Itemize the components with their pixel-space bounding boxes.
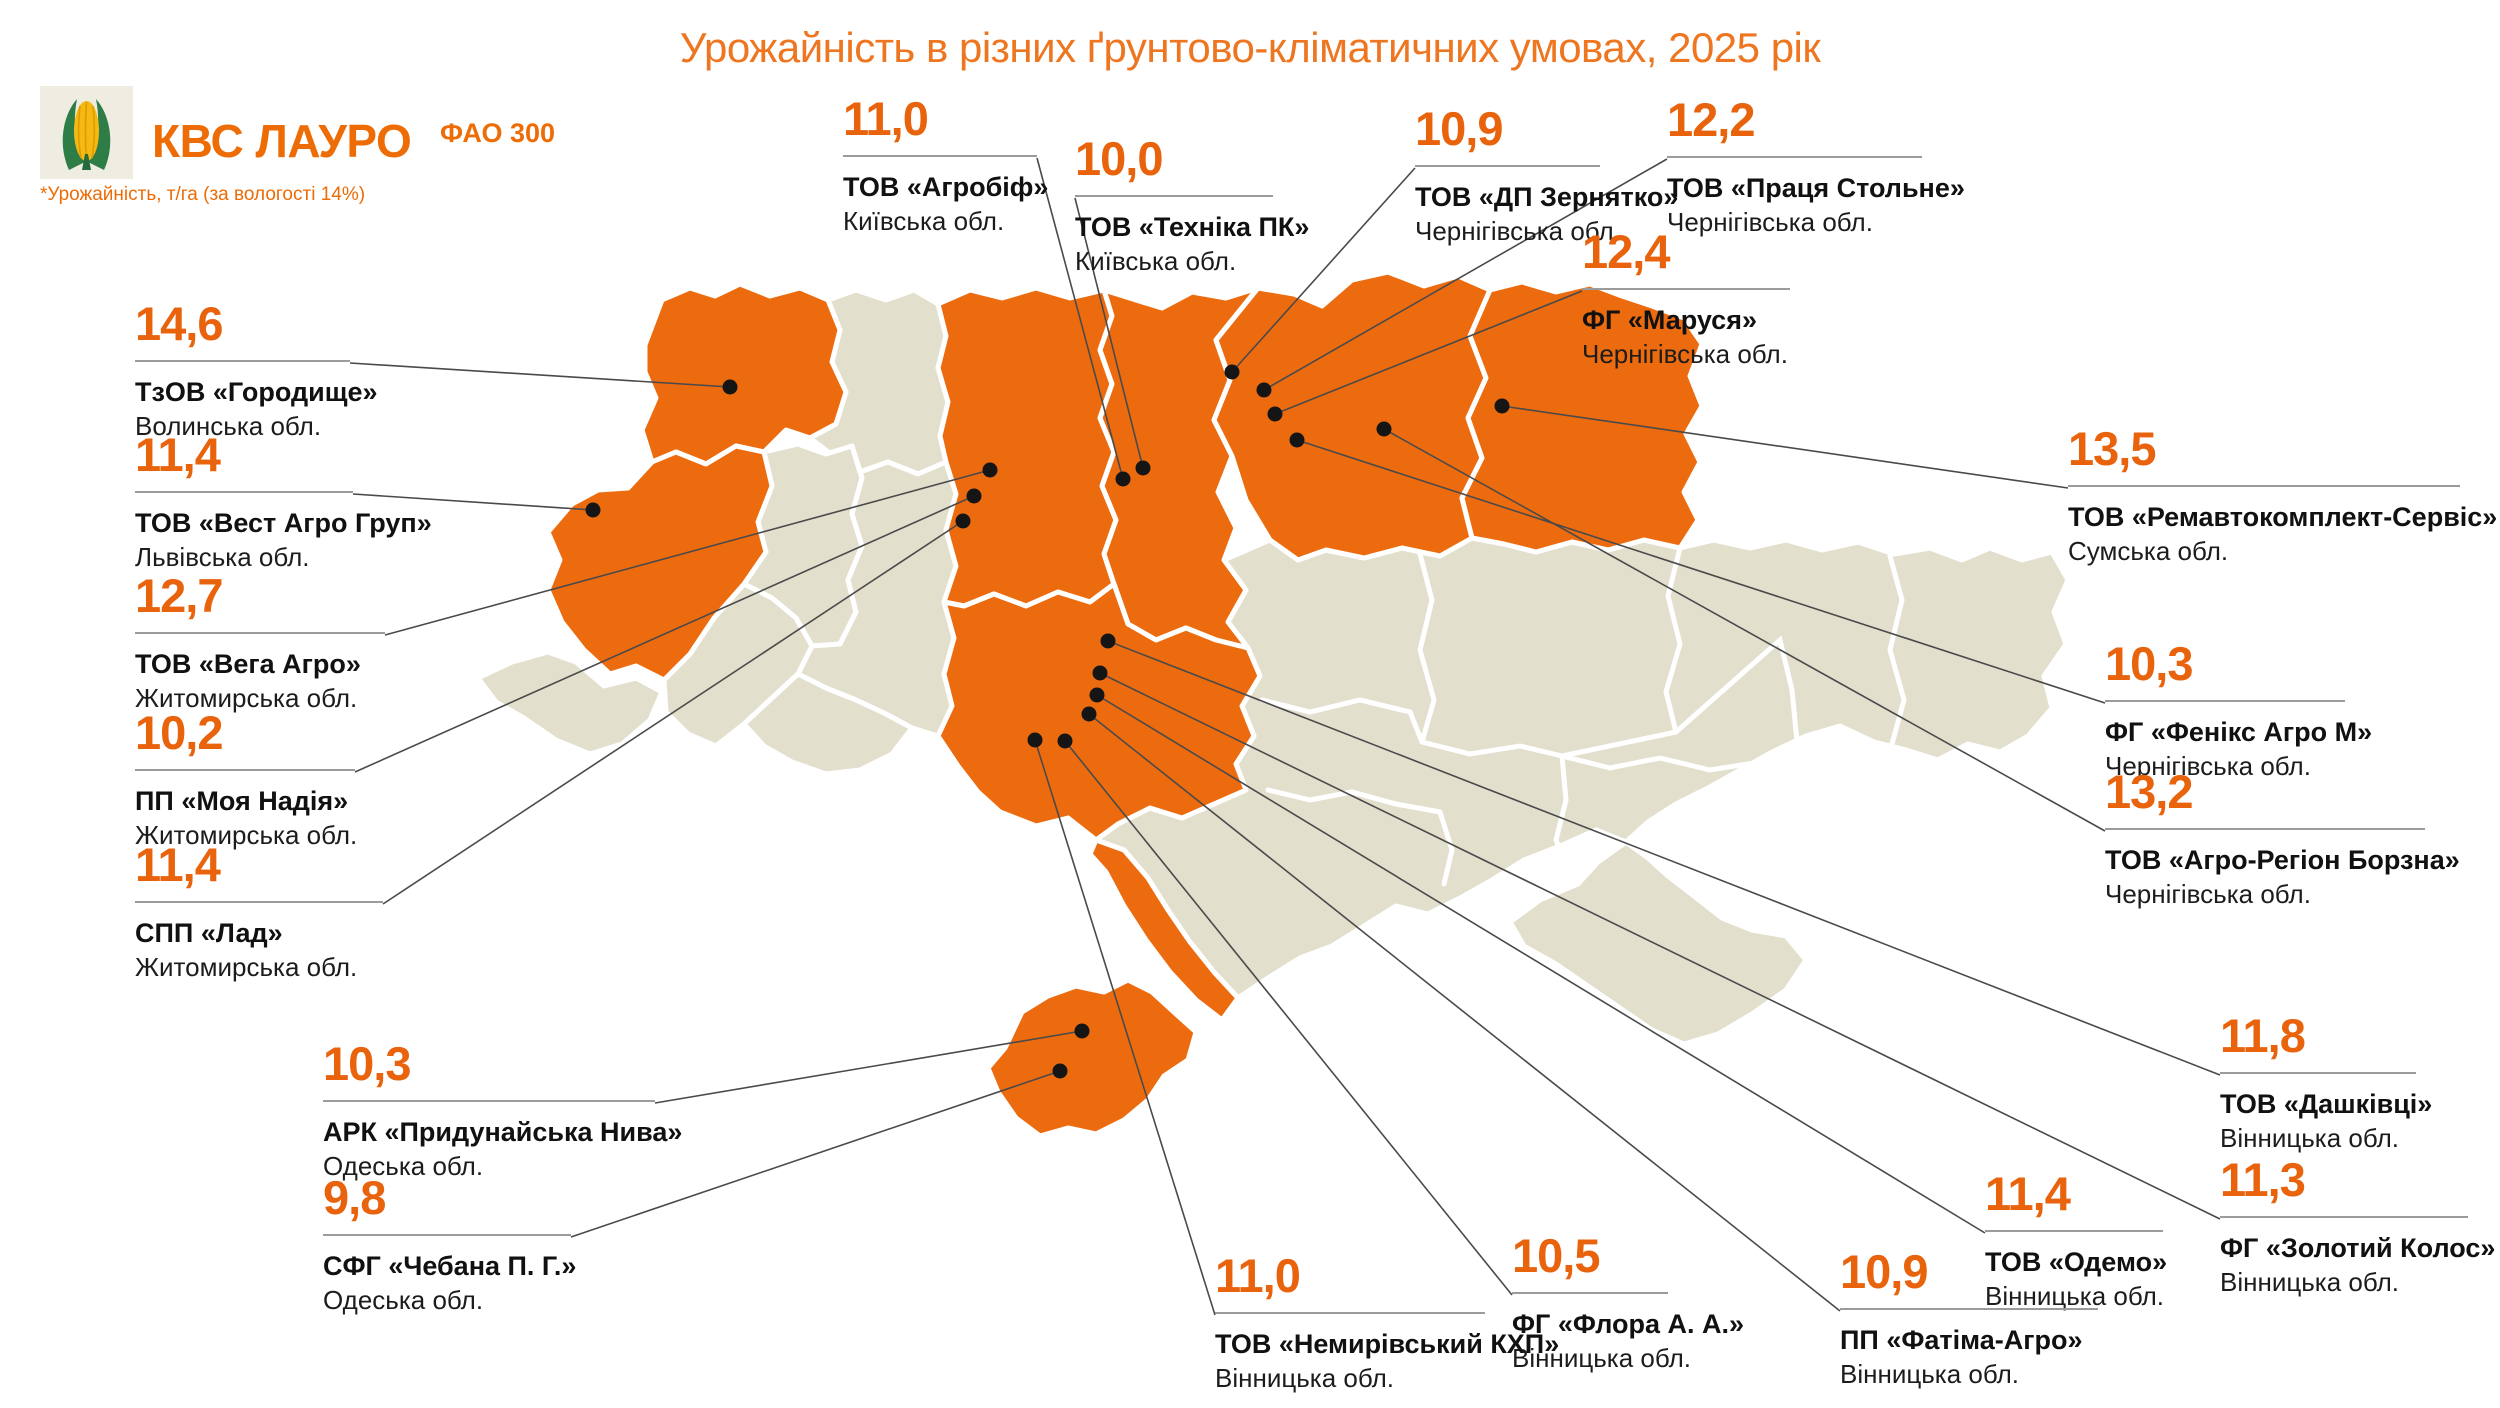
farm-connector-line <box>1231 167 1416 373</box>
farm-connector-line <box>1383 428 2106 832</box>
brand-fao-badge: ФАО 300 <box>440 118 556 148</box>
farm-connector-line <box>1099 672 2221 1220</box>
farm-connector-line <box>354 495 975 773</box>
farm-location-dot <box>1100 633 1116 649</box>
farm-connector-line <box>1034 739 1216 1316</box>
region-odesa-budjak <box>985 977 1199 1139</box>
page-title: Урожайність в різних ґрунтово-кліматични… <box>679 24 1821 71</box>
farm-location-dot <box>1057 733 1073 749</box>
region-volyn <box>639 281 849 467</box>
farm-location-dot <box>1494 398 1510 414</box>
inner-borders <box>1259 545 1907 887</box>
farm-location-dot <box>1027 732 1043 748</box>
farm-location-dot <box>585 502 601 518</box>
farm-connector-line <box>1074 197 1144 469</box>
farm-location-dot <box>1052 1063 1068 1079</box>
brand-logo-tile <box>40 86 133 179</box>
region-chernivtsi <box>741 671 915 777</box>
region-vinnytsia <box>935 581 1263 843</box>
farm-connector-line <box>1107 640 2221 1076</box>
region-crimea <box>1507 839 1809 1047</box>
farm-location-dot <box>1267 406 1283 422</box>
farm-connector-line <box>1501 405 2069 489</box>
farm-location-dot <box>1224 364 1240 380</box>
farm-connector-line <box>1296 439 2106 704</box>
farm-connector-line <box>1088 713 1841 1312</box>
farm-location-dot <box>1081 706 1097 722</box>
farm-location-dot <box>1256 382 1272 398</box>
farm-connector-line <box>1036 157 1124 480</box>
region-zakarpattia <box>475 649 665 757</box>
farm-location-dot <box>1289 432 1305 448</box>
farm-location-dot <box>1089 687 1105 703</box>
region-chernihiv <box>1211 269 1493 563</box>
region-kyiv <box>1097 285 1261 651</box>
corn-cob-icon <box>62 99 111 170</box>
farm-connector-line <box>1263 158 1668 391</box>
farm-connector-line <box>384 469 991 636</box>
farm-location-dot <box>1376 421 1392 437</box>
farm-location-dot <box>982 462 998 478</box>
region-odesa-strip <box>1087 837 1241 1023</box>
region-lviv <box>545 443 775 683</box>
farm-connector-line <box>349 362 731 388</box>
farm-location-dot <box>1115 471 1131 487</box>
farm-location-dot <box>955 513 971 529</box>
farm-connector-line <box>570 1070 1061 1238</box>
farm-location-dot <box>1135 460 1151 476</box>
farm-connector-line <box>1064 740 1513 1296</box>
farm-location-dot <box>1092 665 1108 681</box>
farm-connector-line <box>654 1030 1083 1104</box>
farm-connector-line <box>1274 290 1583 415</box>
farm-connector-line <box>352 493 594 511</box>
farm-connector-line <box>1096 694 1986 1234</box>
farm-location-dot <box>722 379 738 395</box>
farm-location-dot <box>1074 1023 1090 1039</box>
brand-name: КВС ЛАУРО <box>152 115 412 167</box>
farm-location-dot <box>966 488 982 504</box>
farm-connector-line <box>382 520 964 905</box>
region-zhytomyr <box>935 285 1119 609</box>
brand-note: *Урожайність, т/га (за вологості 14%) <box>40 184 366 205</box>
